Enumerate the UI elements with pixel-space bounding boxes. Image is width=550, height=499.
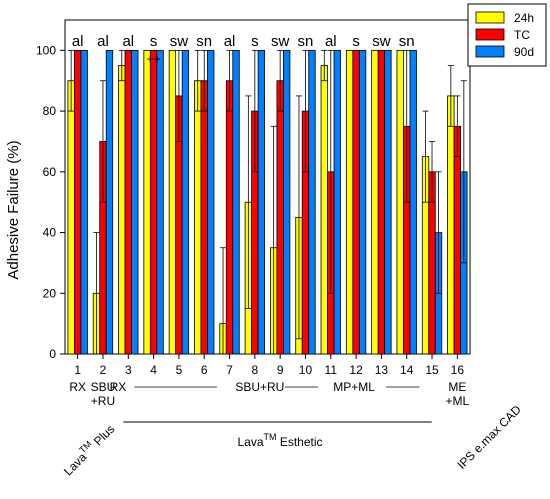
bar-90d-8 [257,49,265,355]
legend-swatch-24h [475,11,505,24]
bar-24h-16 [447,95,455,355]
x-tick-label: 11 [325,363,338,377]
x-tick-label: 13 [375,363,389,377]
bar-90d-11 [333,49,341,355]
x-tick-label: 6 [201,363,208,377]
bar-90d-1 [80,49,88,355]
legend: 24h TC 90d [467,3,547,67]
bar-90d-13 [384,49,392,355]
bar-24h-13 [371,49,379,355]
x-tick-label: 4 [150,363,157,377]
y-tick-label: 100 [36,43,56,57]
bar-24h-4 [143,49,151,355]
group-letter-label: al [97,33,109,50]
group-letter-label: sn [399,33,415,50]
bar-TC-4 [149,49,158,355]
group-letter-label: sw [271,33,290,50]
x-tick-label: 16 [451,363,465,377]
y-tick-label: 0 [49,347,56,361]
y-tick-label: 60 [43,165,57,179]
bar-24h-12 [345,49,354,355]
group-letter-label: sn [298,33,314,50]
group-label: SBU [91,380,116,394]
legend-swatch-90d [475,45,505,58]
y-axis-label: Adhesive Failure (%) [5,140,22,279]
bar-24h-14 [396,49,404,355]
bar-90d-5 [181,49,190,355]
group-label: RX [69,380,86,394]
bar-24h-6 [194,80,202,355]
plot-frame [64,19,471,355]
legend-label: 90d [514,45,534,59]
bar-TC-16 [453,125,461,355]
group-letter-label: al [224,33,236,50]
group-letter-label: sn [196,33,212,50]
x-tick-label: 5 [176,363,183,377]
bar-24h-5 [168,49,177,355]
y-tick-label: 40 [43,226,57,240]
bar-TC-3 [124,49,132,355]
bar-90d-12 [358,49,367,355]
x-tick-label: 8 [252,363,259,377]
error-bars [68,49,467,355]
top-labels: al al al s sw sn al s sw sn al s sw sn++ [72,33,415,66]
bar-TC-6 [200,80,208,355]
y-tick-label: 20 [43,286,57,300]
x-tick-label: 10 [299,363,313,377]
group-label: RX [110,380,127,394]
bar-24h-11 [320,65,328,355]
group-label: MP+ML [333,380,375,394]
material-label: IPS e.max CAD [455,402,525,472]
legend-swatch-TC [475,28,505,41]
bar-TC-12 [352,49,360,355]
x-tick-label: 14 [400,363,414,377]
legend-label: TC [514,28,530,42]
group-letter-label: sw [372,33,391,50]
x-tick-label: 9 [277,363,284,377]
bar-TC-13 [377,49,386,355]
bar-TC-1 [74,49,82,355]
x-tick-label: 15 [425,363,439,377]
bar-TC-9 [276,80,284,355]
bar-90d-14 [409,49,417,355]
bar-90d-10 [308,49,316,355]
group-letter-label: s [251,33,259,50]
group-letter-label: sw [170,33,189,50]
bar-TC-7 [225,80,234,355]
bar-24h-1 [67,80,75,355]
legend-label: 24h [514,11,534,25]
plus-mark: ++ [147,52,161,66]
x-tick-label: 3 [125,363,132,377]
group-letter-label: s [150,33,158,50]
axes: 0 20 40 60 80 100 [36,19,471,361]
group-label: +ML [446,394,470,408]
group-letter-label: al [72,33,84,50]
group-letter-label: s [352,33,360,50]
material-label: LavaTM Esthetic [237,432,322,449]
bars [67,49,468,355]
material-label: LavaTM Plus [59,420,117,478]
y-tick-label: 80 [43,104,57,118]
x-tick-label: 7 [226,363,233,377]
bar-90d-9 [283,49,291,355]
group-label: SBU+RU [235,380,284,394]
group-label: +RU [91,394,115,408]
bar-90d-2 [105,49,114,355]
x-tick-label: 12 [349,363,363,377]
group-letter-label: al [325,33,337,50]
group-letter-label: al [122,33,134,50]
x-tick-label: 1 [74,363,81,377]
bar-90d-7 [232,49,240,355]
bar-90d-6 [207,49,215,355]
group-label: ME [448,380,466,394]
bar-24h-3 [118,65,126,355]
x-tick-label: 2 [100,363,107,377]
bar-90d-4 [156,49,164,355]
bar-90d-3 [131,49,139,355]
